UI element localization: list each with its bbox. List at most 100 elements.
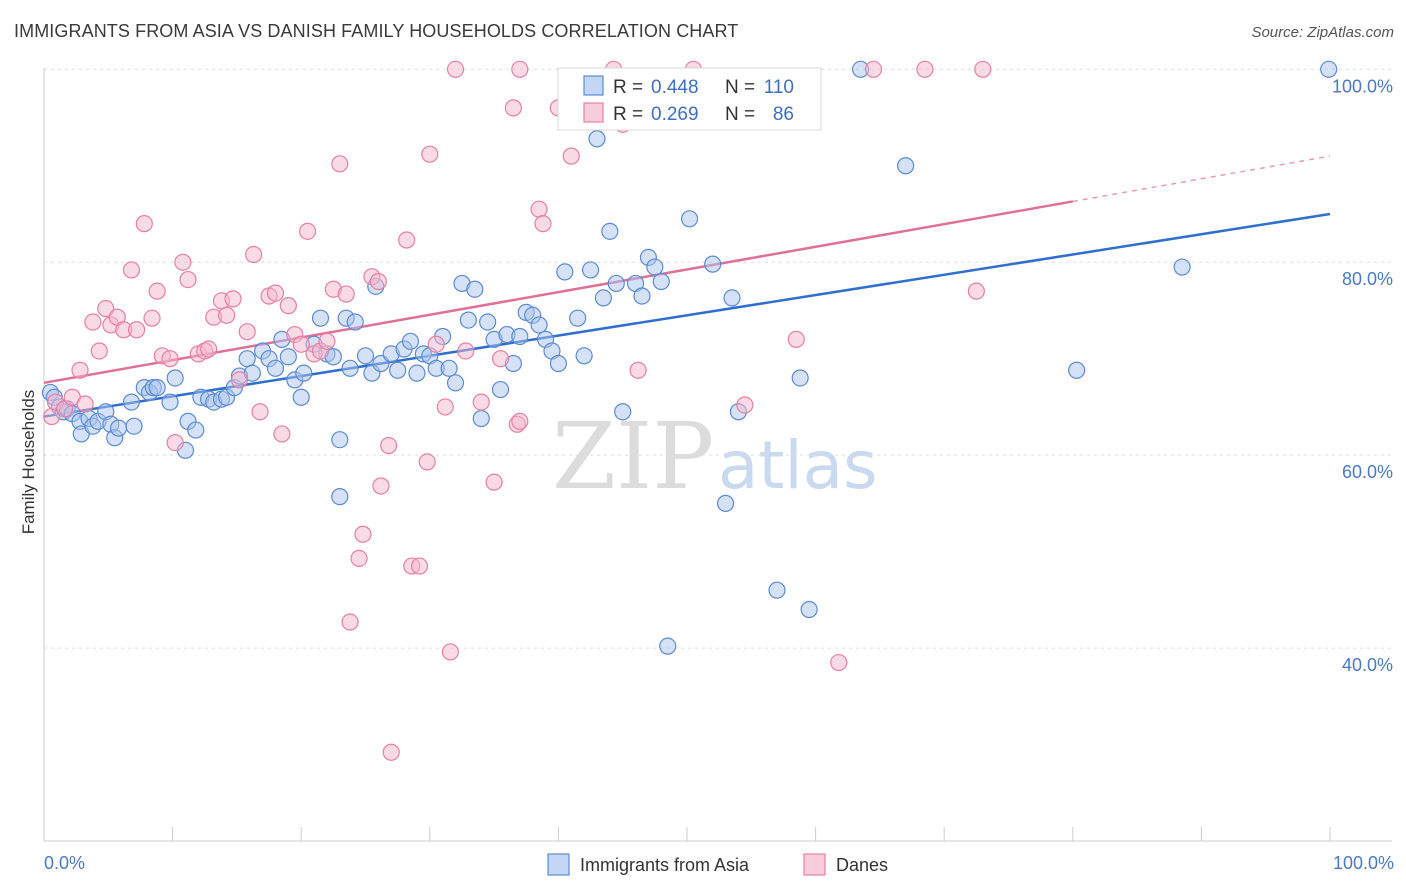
x-tick-label-min: 0.0% [44, 853, 85, 873]
danes-point-73 [562, 147, 580, 165]
danes-point-46 [341, 613, 359, 631]
asia-point-84 [575, 347, 593, 365]
stats-r-label-blue: R = [613, 77, 643, 98]
legend-label-immigrants-from-asia: Immigrants from Asia [580, 855, 750, 875]
asia-point-95 [652, 272, 670, 291]
asia-point-96 [659, 637, 677, 655]
asia-point-92 [633, 287, 651, 305]
danes-point-52 [380, 436, 398, 455]
danes-point-34 [266, 284, 285, 302]
y-tick-label-40: 40.0% [1342, 655, 1393, 675]
asia-point-81 [549, 354, 568, 373]
y-tick-label-80: 80.0% [1342, 269, 1393, 289]
asia-point-67 [459, 311, 477, 329]
danes-point-13 [127, 321, 146, 339]
danes-point-19 [166, 434, 184, 452]
stats-n-label-blue: N = [725, 77, 755, 98]
y-tick-labels: 40.0% 60.0% 80.0% 100.0% [1332, 76, 1393, 675]
axes [43, 68, 1392, 842]
chart-source: Source: ZipAtlas.com [1251, 24, 1394, 41]
asia-point-110 [331, 488, 349, 506]
danes-point-14 [135, 215, 153, 233]
asia-point-97 [680, 210, 699, 228]
danes-point-6 [84, 313, 102, 331]
danes-point-65 [485, 473, 503, 491]
asia-point-83 [569, 309, 587, 327]
asia-point-44 [311, 309, 330, 327]
asia-point-78 [530, 316, 548, 334]
trend-line-extension-danes [1072, 155, 1331, 203]
asia-point-51 [356, 347, 375, 365]
danes-point-28 [224, 290, 242, 308]
chart-title: IMMIGRANTS FROM ASIA VS DANISH FAMILY HO… [14, 21, 739, 41]
asia-point-103 [791, 369, 809, 387]
asia-point-37 [266, 359, 285, 377]
asia-point-72 [491, 380, 510, 399]
asia-point-102 [768, 581, 786, 599]
danes-point-44 [331, 155, 349, 173]
danes-point-53 [382, 743, 400, 761]
danes-point-12 [122, 261, 141, 279]
asia-point-107 [1068, 361, 1086, 379]
asia-point-100 [723, 289, 741, 307]
asia-point-20 [148, 379, 166, 397]
danes-point-61 [441, 643, 459, 661]
danes-point-42 [318, 332, 336, 350]
danes-point-62 [446, 60, 465, 78]
asia-point-88 [601, 222, 619, 240]
danes-point-20 [174, 253, 192, 271]
stats-swatch-pink [583, 102, 604, 123]
stats-legend: R = 0.448 N = 110 R = 0.269 N = 86 [557, 67, 822, 131]
asia-point-98 [704, 255, 722, 273]
danes-point-36 [279, 297, 297, 315]
danes-point-80 [830, 653, 848, 672]
danes-point-32 [251, 403, 269, 421]
danes-point-54 [398, 231, 416, 249]
danes-point-7 [90, 342, 108, 360]
asia-point-89 [607, 274, 625, 293]
danes-point-21 [179, 270, 197, 289]
bottom-legend: Immigrants from Asia Danes [547, 853, 888, 876]
danes-point-69 [511, 60, 529, 78]
danes-point-50 [369, 272, 387, 291]
danes-point-5 [76, 395, 94, 413]
asia-point-68 [466, 280, 484, 298]
asia-point-109 [1320, 60, 1338, 78]
asia-point-33 [238, 350, 256, 368]
stats-r-value-pink: 0.269 [651, 104, 699, 125]
danes-point-84 [974, 60, 992, 78]
asia-point-14 [109, 419, 128, 437]
asia-point-21 [161, 393, 179, 411]
asia-point-69 [472, 409, 490, 428]
danes-point-60 [436, 398, 454, 416]
asia-point-39 [279, 348, 297, 366]
asia-point-56 [389, 361, 407, 379]
danes-point-85 [511, 412, 529, 430]
asia-point-59 [408, 364, 426, 382]
danes-point-63 [457, 342, 475, 360]
danes-point-71 [534, 215, 552, 233]
danes-point-15 [143, 309, 161, 327]
asia-point-99 [716, 494, 735, 512]
trend-line-immigrants-from-asia [43, 212, 1331, 418]
danes-point-82 [916, 60, 934, 78]
asia-point-50 [346, 313, 364, 331]
asia-point-58 [401, 332, 420, 350]
asia-point-41 [292, 388, 310, 406]
asia-point-64 [440, 359, 458, 377]
asia-point-70 [479, 313, 497, 331]
watermark: ZIP atlas [552, 403, 878, 510]
danes-point-18 [161, 350, 179, 368]
asia-point-25 [187, 421, 205, 439]
danes-point-70 [530, 200, 548, 218]
stats-swatch-blue [583, 75, 604, 96]
stats-n-value-blue: 110 [764, 77, 794, 98]
stats-r-label-pink: R = [613, 104, 643, 125]
legend-swatch-danes [803, 853, 826, 876]
asia-point-94 [646, 258, 664, 276]
danes-point-35 [273, 425, 291, 443]
asia-point-104 [800, 600, 818, 619]
danes-point-48 [354, 525, 372, 543]
danes-point-8 [97, 299, 115, 318]
